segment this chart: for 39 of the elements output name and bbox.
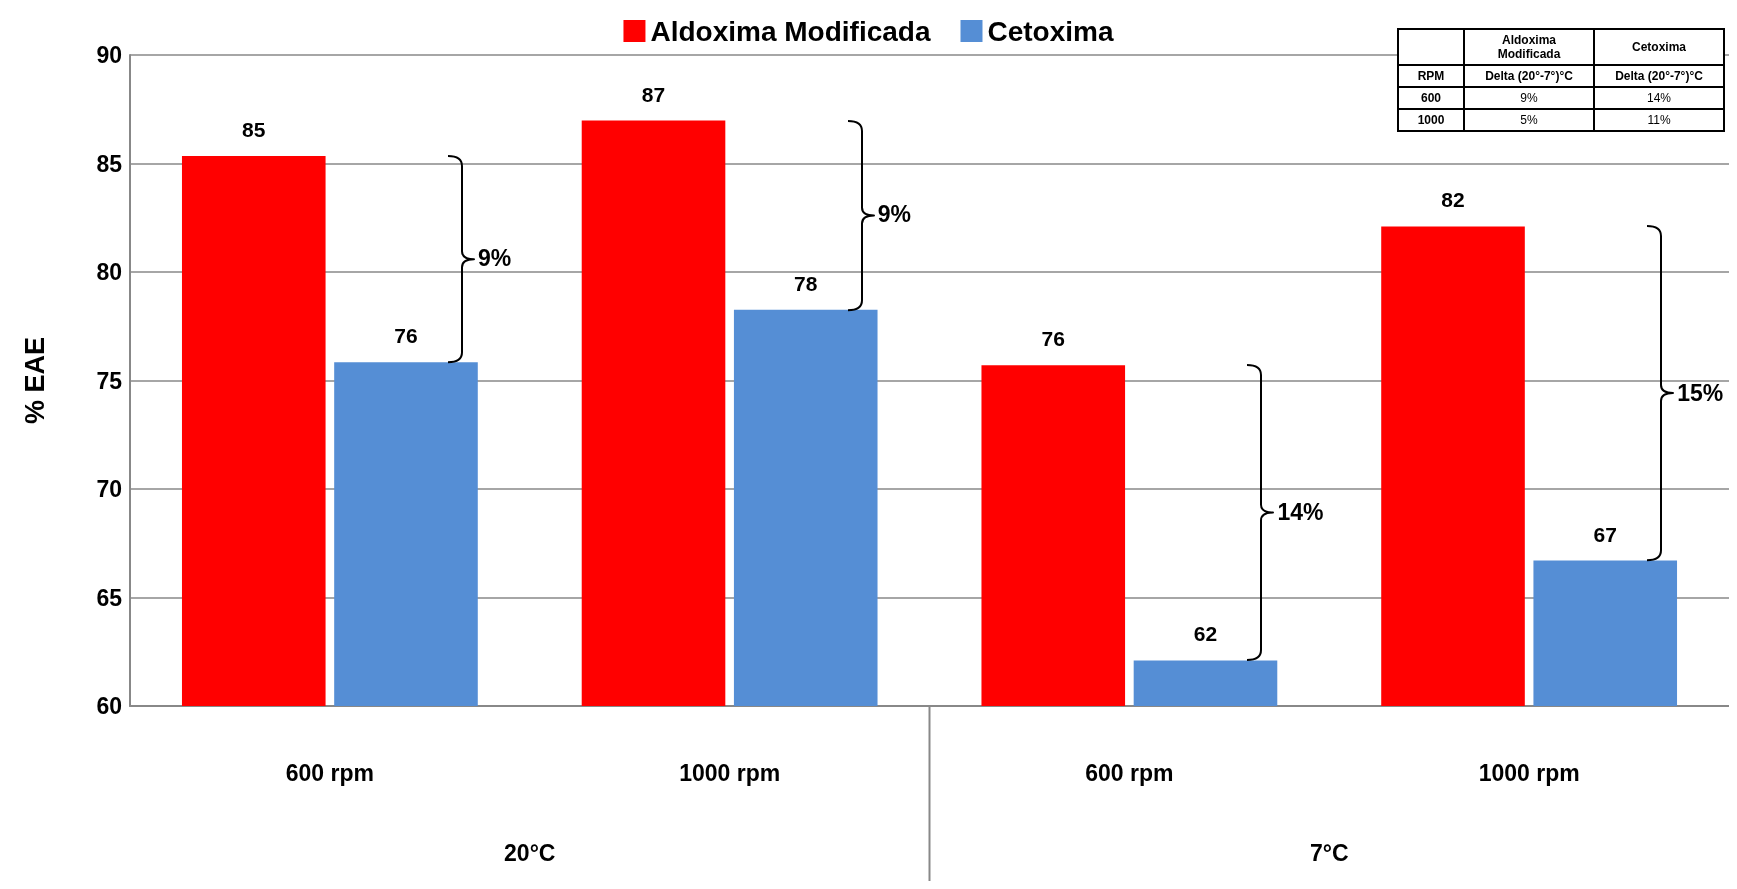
text: 5%	[1520, 113, 1538, 127]
category-label: 1000	[1417, 113, 1445, 127]
data-label: 76	[394, 324, 418, 348]
y-tick-label: 60	[96, 693, 122, 719]
legend-label: Cetoxima	[987, 15, 1114, 47]
text: Delta (20°-7°)°C	[1485, 69, 1573, 83]
category-label: Cetoxima	[1594, 29, 1724, 65]
data-label: 78	[794, 271, 818, 295]
text: 14%	[1646, 91, 1672, 105]
annotation: 9%	[477, 245, 512, 273]
annotation: 15%	[1677, 379, 1724, 407]
text: 11%	[1647, 113, 1671, 127]
data-label: 87	[641, 82, 666, 106]
x-tick-label: 600 rpm	[1085, 759, 1174, 786]
y-tick-label: 85	[96, 150, 123, 177]
annotation: 9%	[877, 201, 911, 229]
y-tick-label: 75	[96, 367, 123, 394]
legend-label: Aldoxima Modificada	[650, 15, 931, 47]
category-label: RPM	[1417, 69, 1445, 83]
text: Delta (20°-7°)°C	[1615, 69, 1703, 83]
x-tick-label: 600 rpm	[285, 759, 374, 786]
annotation: 14%	[1277, 498, 1324, 526]
text: 7°C	[1309, 840, 1349, 866]
data-label: 67	[1593, 522, 1617, 546]
y-tick-label: 70	[96, 476, 122, 502]
category-label: 600	[1420, 91, 1442, 105]
x-tick-label: 1000 rpm	[679, 759, 781, 786]
data-label: 85	[242, 117, 266, 141]
y-tick-label: 90	[96, 42, 122, 68]
x-tick-label: 1000 rpm	[1478, 759, 1580, 786]
y-tick-label: 65	[96, 584, 123, 611]
y-tick-label: 80	[96, 259, 122, 285]
text: 9%	[1520, 91, 1538, 105]
y-axis-title: % EAE	[19, 336, 50, 425]
data-label: 76	[1041, 327, 1065, 351]
data-label: 62	[1193, 622, 1218, 646]
data-label: 82	[1441, 188, 1465, 212]
text: 20°C	[504, 840, 556, 866]
category-label: Aldoxima Modificada	[1464, 29, 1594, 65]
